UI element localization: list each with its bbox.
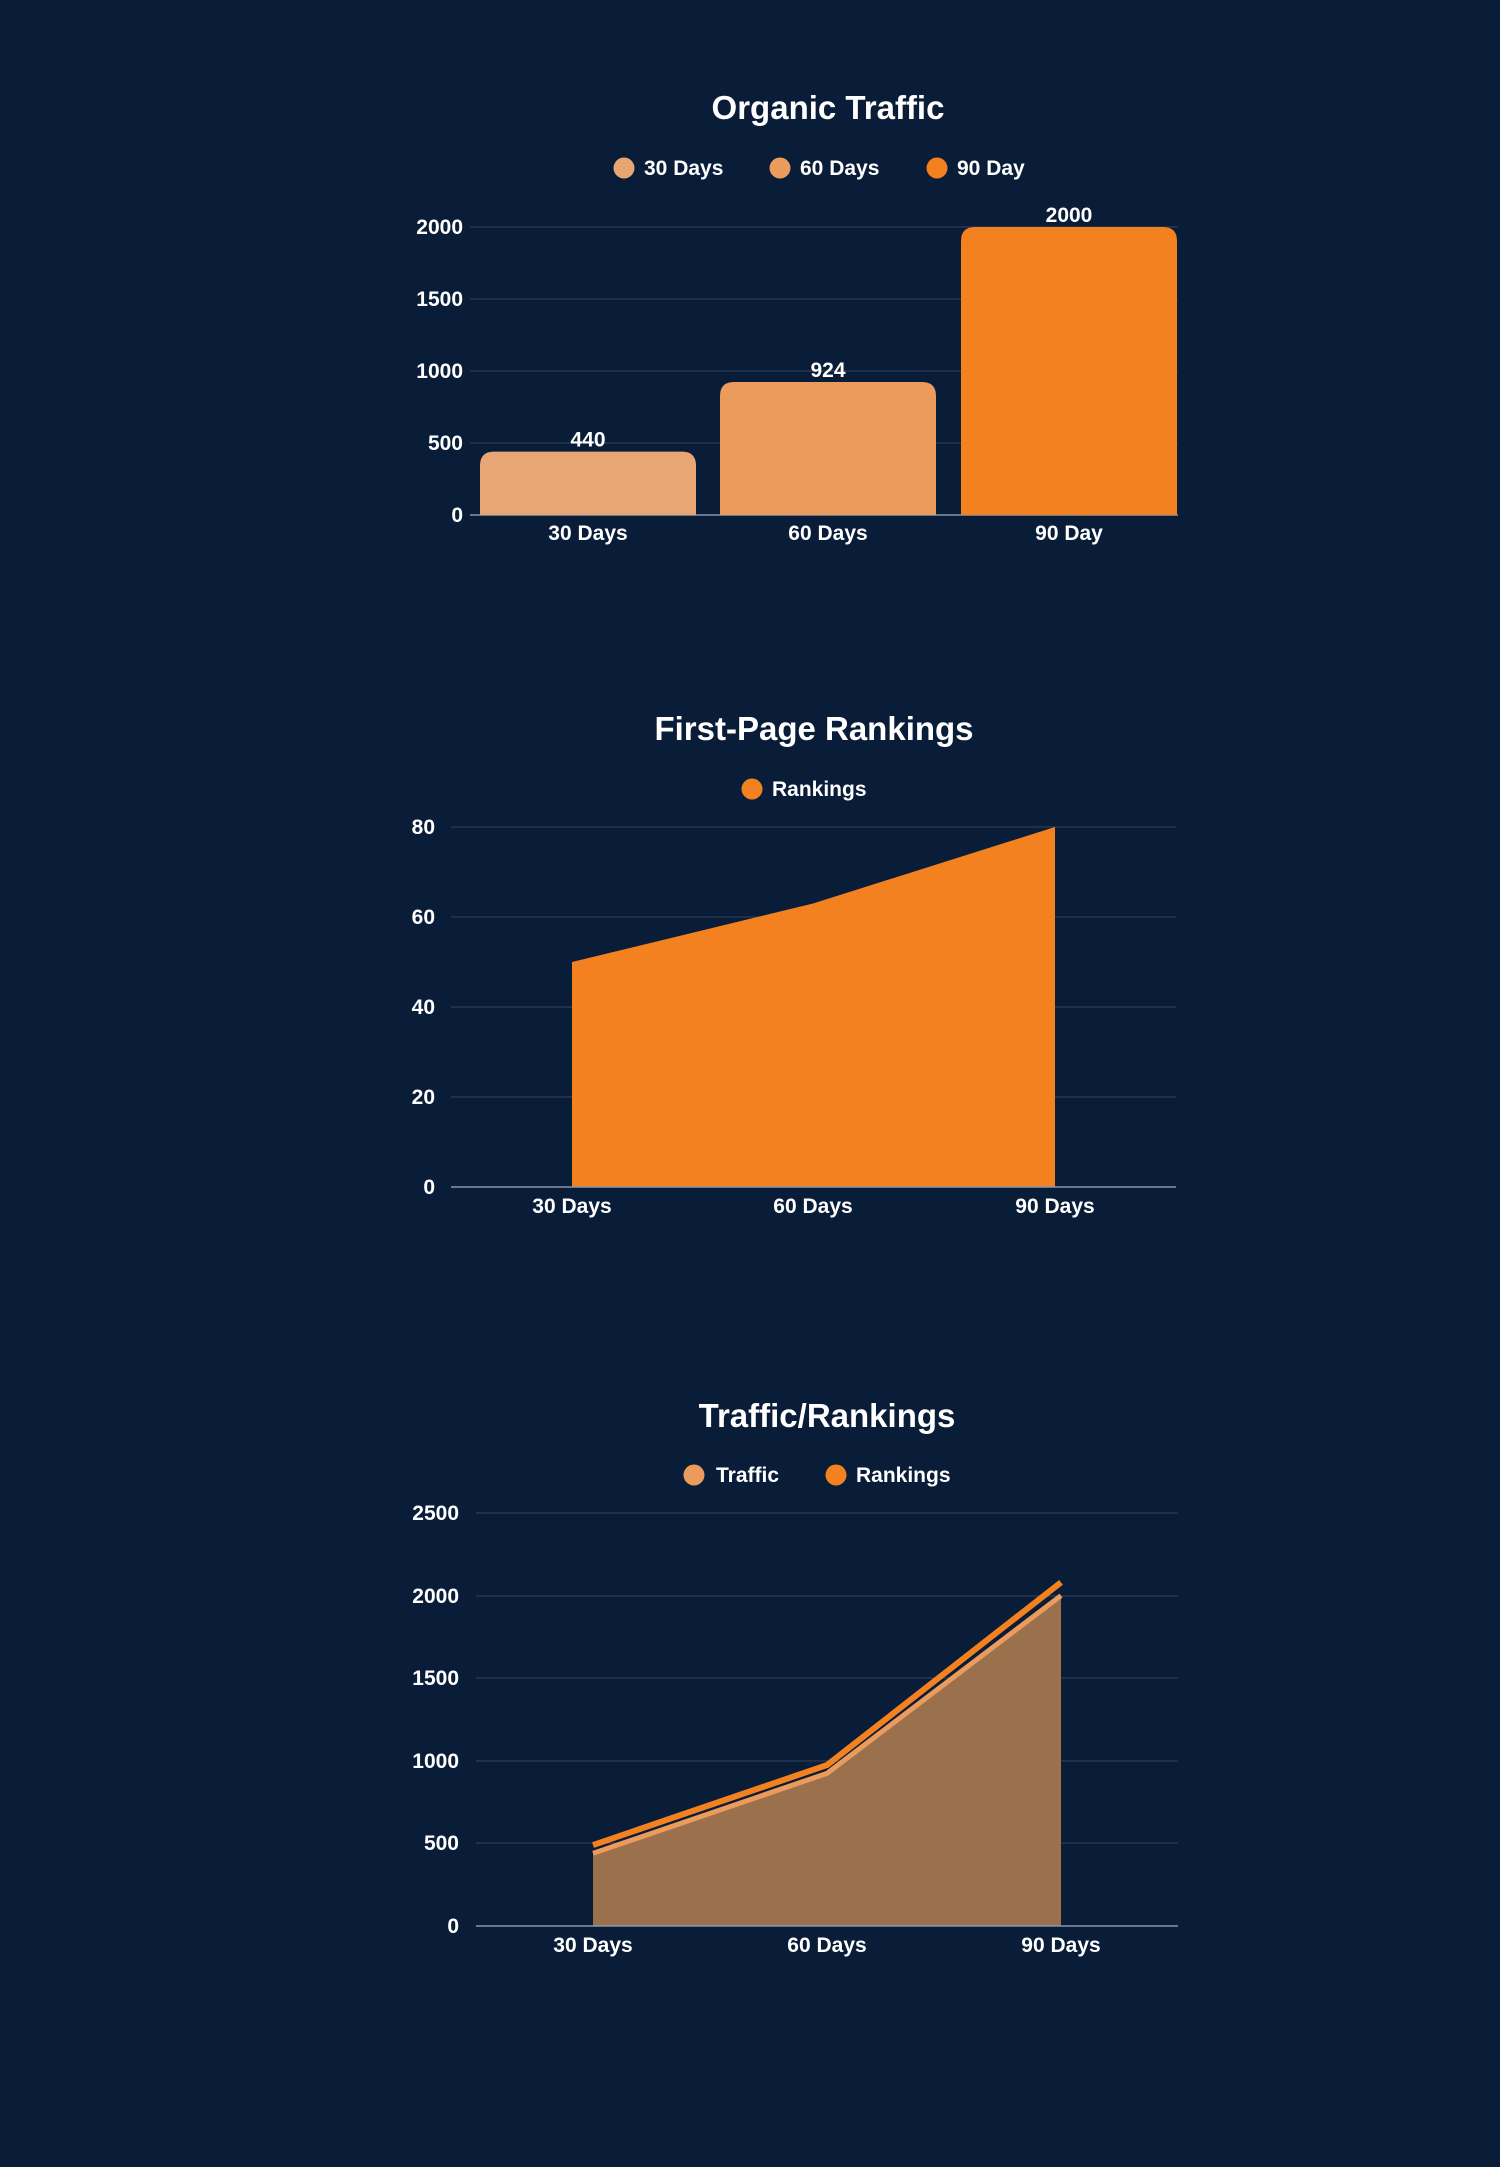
legend-label: 30 Days — [644, 157, 723, 180]
bars — [480, 227, 1177, 515]
y-tick-label: 2000 — [412, 1585, 459, 1608]
legend: Traffic Rankings — [683, 1464, 951, 1487]
traffic-line — [592, 1593, 1063, 1856]
first-page-rankings-chart: First-Page Rankings Rankings 80 60 40 20… — [412, 710, 1176, 1218]
legend-label: Rankings — [772, 778, 867, 801]
x-tick-label: 60 Days — [787, 1934, 866, 1957]
y-tick-label: 500 — [424, 1832, 459, 1855]
x-tick-label: 90 Day — [1035, 522, 1103, 545]
traffic-rankings-chart: Traffic/Rankings Traffic Rankings 2500 2… — [412, 1397, 1178, 1957]
data-label: 2000 — [1046, 204, 1093, 227]
y-tick-label: 1000 — [416, 360, 463, 383]
y-tick-label: 2500 — [412, 1502, 459, 1525]
legend-label: Rankings — [856, 1464, 951, 1487]
y-axis-ticks: 2000 1500 1000 500 0 — [416, 216, 463, 527]
x-tick-label: 60 Days — [773, 1195, 852, 1218]
bar — [480, 451, 696, 515]
bar — [961, 227, 1177, 515]
x-axis-ticks: 30 Days 60 Days 90 Day — [548, 522, 1103, 545]
y-tick-label: 1500 — [412, 1667, 459, 1690]
y-tick-label: 40 — [412, 996, 435, 1019]
data-label: 440 — [570, 429, 605, 452]
y-tick-label: 1000 — [412, 1750, 459, 1773]
legend-marker — [683, 1464, 705, 1486]
legend-label: 60 Days — [800, 157, 879, 180]
traffic-area-fill — [593, 1595, 1061, 1926]
chart-title: Organic Traffic — [712, 89, 945, 126]
legend-marker — [741, 778, 763, 800]
data-label: 924 — [810, 359, 845, 382]
legend: 30 Days 60 Days 90 Day — [613, 157, 1025, 180]
x-tick-label: 60 Days — [788, 522, 867, 545]
legend-label: 90 Day — [957, 157, 1025, 180]
x-tick-label: 30 Days — [553, 1934, 632, 1957]
rankings-line — [592, 1580, 1063, 1848]
y-tick-label: 0 — [451, 504, 463, 527]
x-tick-label: 90 Days — [1015, 1195, 1094, 1218]
x-tick-label: 90 Days — [1021, 1934, 1100, 1957]
y-tick-label: 80 — [412, 816, 435, 839]
legend-marker — [825, 1464, 847, 1486]
x-tick-label: 30 Days — [532, 1195, 611, 1218]
y-tick-label: 2000 — [416, 216, 463, 239]
legend-marker — [926, 157, 948, 179]
y-tick-label: 500 — [428, 432, 463, 455]
y-tick-label: 60 — [412, 906, 435, 929]
y-axis-ticks: 2500 2000 1500 1000 500 0 — [412, 1502, 459, 1938]
y-axis-ticks: 80 60 40 20 0 — [412, 816, 435, 1199]
y-tick-label: 1500 — [416, 288, 463, 311]
rankings-area — [572, 827, 1055, 1187]
data-labels: 440 924 2000 — [570, 204, 1092, 452]
x-tick-label: 30 Days — [548, 522, 627, 545]
x-axis-ticks: 30 Days 60 Days 90 Days — [553, 1934, 1100, 1957]
x-axis-ticks: 30 Days 60 Days 90 Days — [532, 1195, 1094, 1218]
chart-title: First-Page Rankings — [654, 710, 973, 747]
y-tick-label: 20 — [412, 1086, 435, 1109]
y-tick-label: 0 — [423, 1176, 435, 1199]
y-tick-label: 0 — [447, 1915, 459, 1938]
organic-traffic-chart: Organic Traffic 30 Days 60 Days 90 Day 2… — [416, 89, 1178, 545]
legend: Rankings — [741, 778, 867, 801]
legend-marker — [769, 157, 791, 179]
chart-title: Traffic/Rankings — [699, 1397, 956, 1434]
bar — [720, 381, 936, 515]
legend-label: Traffic — [716, 1464, 779, 1487]
legend-marker — [613, 157, 635, 179]
